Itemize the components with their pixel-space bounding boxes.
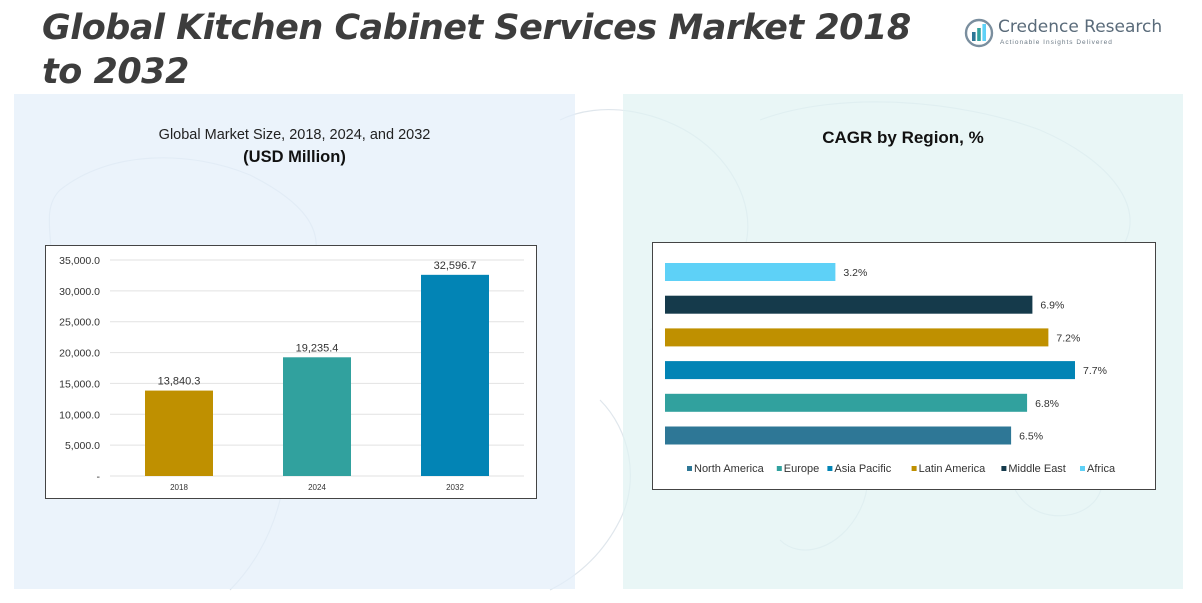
logo-tagline: Actionable Insights Delivered bbox=[1000, 39, 1113, 46]
legend-swatch bbox=[1001, 466, 1007, 471]
x-tick-label: 2032 bbox=[446, 483, 464, 492]
cagr-value-label: 3.2% bbox=[843, 267, 867, 279]
logo-name: Credence Research bbox=[998, 17, 1163, 37]
cagr-bar bbox=[665, 328, 1049, 347]
cagr-horizontal-bar-chart: 3.2% 6.9% 7.2% 7.7% 6.8% 6.5% North America Eur… bbox=[665, 263, 1116, 475]
cagr-chart-frame: 3.2% 6.9% 7.2% 7.7% 6.8% 6.5% North America Eur… bbox=[652, 242, 1156, 490]
market-size-chart-unit: (USD Million) bbox=[243, 148, 346, 166]
y-tick-label: 20,000.0 bbox=[59, 348, 100, 360]
legend-swatch bbox=[776, 466, 782, 471]
bar bbox=[283, 357, 351, 476]
x-tick-label: 2018 bbox=[170, 483, 188, 492]
y-tick-label: - bbox=[97, 471, 101, 483]
cagr-chart-title: CAGR by Region, % bbox=[822, 128, 984, 147]
cagr-bar bbox=[665, 393, 1028, 412]
y-tick-label: 30,000.0 bbox=[59, 286, 100, 298]
legend-label: Europe bbox=[784, 463, 819, 475]
legend-label: Asia Pacific bbox=[834, 463, 891, 475]
legend-label: Middle East bbox=[1008, 463, 1065, 475]
market-size-bar-chart: - 5,000.0 10,000.0 15,000.0 20,000.0 25,000.0… bbox=[59, 255, 524, 492]
y-tick-label: 25,000.0 bbox=[59, 317, 100, 329]
cagr-value-label: 7.2% bbox=[1056, 332, 1080, 344]
bar bbox=[145, 390, 213, 476]
bar-value-label: 19,235.4 bbox=[296, 342, 339, 354]
cagr-value-label: 7.7% bbox=[1083, 365, 1107, 377]
cagr-bar bbox=[665, 426, 1012, 445]
y-tick-label: 15,000.0 bbox=[59, 378, 100, 390]
legend-swatch bbox=[911, 466, 917, 471]
bar-chart-logo-icon bbox=[964, 18, 994, 48]
page-title: Global Kitchen Cabinet Services Market 2… bbox=[42, 8, 911, 92]
legend-label: Africa bbox=[1087, 463, 1116, 475]
x-tick-label: 2024 bbox=[308, 483, 326, 492]
cagr-value-label: 6.5% bbox=[1019, 431, 1043, 443]
legend-swatch bbox=[687, 466, 692, 471]
bar-value-label: 32,596.7 bbox=[434, 260, 477, 272]
legend-label: Latin America bbox=[919, 463, 987, 475]
legend-swatch bbox=[827, 466, 833, 471]
legend-swatch bbox=[1080, 466, 1085, 471]
market-size-chart-title: Global Market Size, 2018, 2024, and 2032 bbox=[158, 127, 431, 143]
bar bbox=[421, 274, 489, 476]
cagr-bar bbox=[665, 361, 1075, 380]
cagr-value-label: 6.9% bbox=[1040, 300, 1064, 312]
y-tick-label: 35,000.0 bbox=[59, 255, 100, 267]
y-tick-label: 5,000.0 bbox=[65, 440, 100, 452]
credence-research-logo: Credence Research Actionable Insights De… bbox=[964, 16, 1164, 50]
y-tick-label: 10,000.0 bbox=[59, 409, 100, 421]
cagr-bar bbox=[665, 295, 1033, 314]
bar-value-label: 13,840.3 bbox=[158, 376, 201, 388]
legend-label: North America bbox=[694, 463, 765, 475]
market-size-chart-frame: - 5,000.0 10,000.0 15,000.0 20,000.0 25,000.0… bbox=[45, 245, 537, 499]
cagr-bar bbox=[665, 263, 836, 281]
cagr-value-label: 6.8% bbox=[1035, 398, 1059, 410]
